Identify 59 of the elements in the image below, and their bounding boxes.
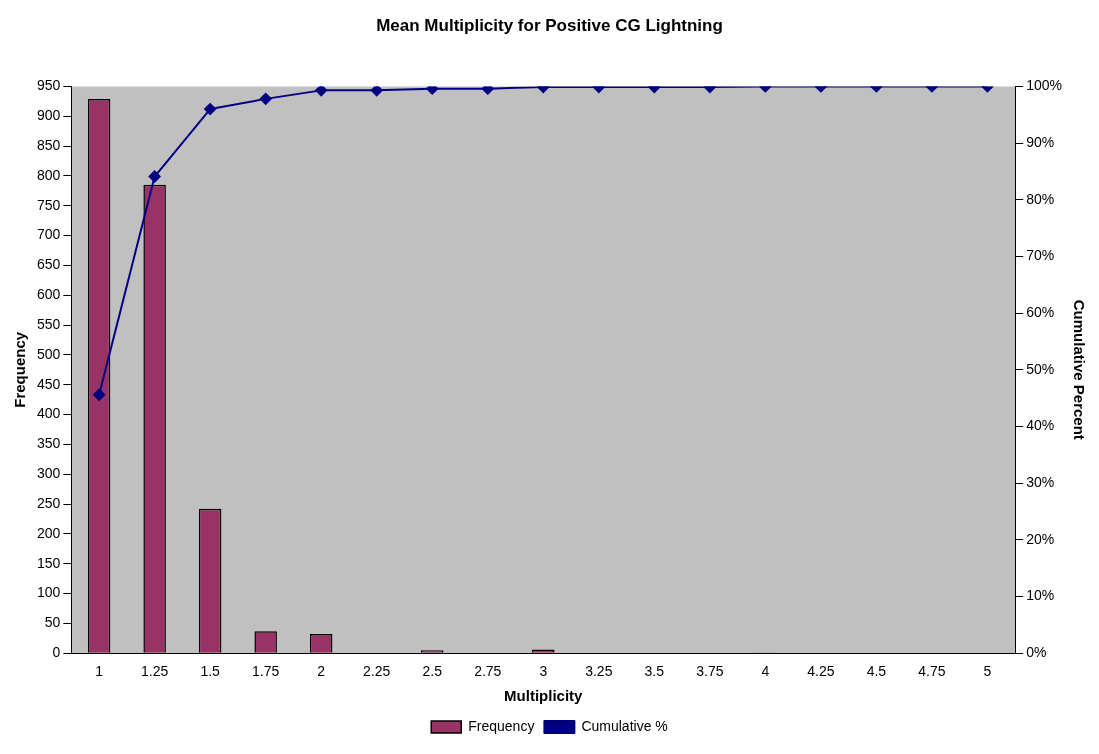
point xyxy=(148,170,161,183)
x-tick-label: 5 xyxy=(983,663,992,680)
x-tick-label: 3.5 xyxy=(644,663,665,680)
y2-tick-label: 50% xyxy=(1026,360,1055,377)
y-tick-label: 500 xyxy=(37,345,61,362)
y2-tick-label: 90% xyxy=(1026,133,1055,150)
x-axis-title: Multiplicity xyxy=(504,687,584,705)
y2-tick-label: 100% xyxy=(1026,77,1063,94)
y-tick-label: 850 xyxy=(37,136,61,153)
y2-tick-label: 10% xyxy=(1026,587,1055,604)
legend-label: Cumulative % xyxy=(581,717,668,734)
x-tick-label: 2.5 xyxy=(422,663,443,680)
x-tick-label: 1.5 xyxy=(200,663,221,680)
y-tick-label: 100 xyxy=(37,584,61,601)
point xyxy=(204,103,217,116)
x-tick-label: 2.25 xyxy=(363,663,391,680)
y-tick-label: 750 xyxy=(37,196,61,213)
x-tick-label: 3 xyxy=(539,663,548,680)
y-tick-label: 800 xyxy=(37,166,61,183)
x-tick-label: 1 xyxy=(95,663,104,680)
y2-tick-label: 70% xyxy=(1026,247,1055,264)
y2-tick-label: 0% xyxy=(1026,644,1047,661)
point xyxy=(370,86,383,97)
x-tick-label: 3.25 xyxy=(585,663,613,680)
y-tick-label: 600 xyxy=(37,286,61,303)
y-tick-label: 150 xyxy=(37,554,61,571)
x-tick-label: 4.75 xyxy=(918,663,946,680)
y-tick-label: 450 xyxy=(37,375,61,392)
y-tick-label: 200 xyxy=(37,524,61,541)
x-tick-label: 1.75 xyxy=(252,663,280,680)
y-axis-title: Frequency xyxy=(11,331,29,408)
y2-tick-label: 40% xyxy=(1026,417,1055,434)
x-tick-label: 2.75 xyxy=(474,663,502,680)
y-tick-label: 250 xyxy=(37,494,61,511)
y-tick-label: 900 xyxy=(37,107,61,124)
y-tick-label: 350 xyxy=(37,435,61,452)
y2-tick-label: 60% xyxy=(1026,303,1055,320)
x-tick-label: 4 xyxy=(761,663,770,680)
x-tick-label: 4.5 xyxy=(866,663,887,680)
y-tick-label: 700 xyxy=(37,226,61,243)
y-tick-label: 950 xyxy=(37,77,61,94)
chart-title: Mean Multiplicity for Positive CG Lightning xyxy=(376,15,723,35)
y-tick-label: 300 xyxy=(37,465,61,482)
x-tick-label: 4.25 xyxy=(807,663,835,680)
y-tick-label: 400 xyxy=(37,405,61,422)
y2-axis-title: Cumulative Percent xyxy=(1070,299,1088,440)
y2-tick-label: 20% xyxy=(1026,530,1055,547)
y-tick-label: 550 xyxy=(37,315,61,332)
legend-label: Frequency xyxy=(468,717,535,734)
point xyxy=(315,86,328,97)
y2-tick-label: 80% xyxy=(1026,190,1055,207)
y-tick-label: 650 xyxy=(37,256,61,273)
y-tick-label: 0 xyxy=(52,644,61,661)
y2-tick-label: 30% xyxy=(1026,474,1055,491)
x-tick-label: 3.75 xyxy=(696,663,724,680)
y-tick-label: 50 xyxy=(44,614,61,631)
x-tick-label: 2 xyxy=(317,663,326,680)
x-tick-label: 1.25 xyxy=(141,663,169,680)
point xyxy=(93,388,106,401)
